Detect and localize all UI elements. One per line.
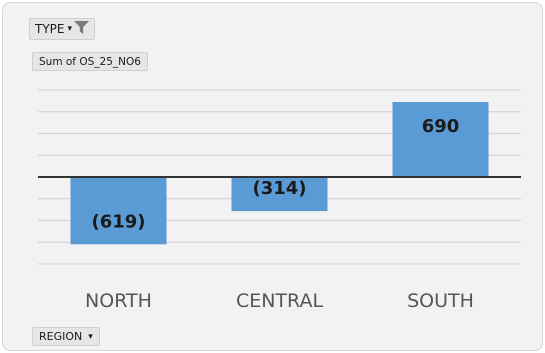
chevron-down-icon: ▾ (67, 24, 73, 34)
region-filter-label: REGION (39, 330, 83, 343)
bar-chart: (619) (314) 690 NORTH CENTRAL SOUTH (38, 89, 521, 312)
category-label: CENTRAL (236, 290, 324, 312)
type-filter-label: TYPE (35, 22, 65, 36)
bar-south[interactable] (392, 102, 489, 177)
bar-central[interactable] (231, 177, 328, 212)
funnel-icon (74, 21, 90, 37)
data-labels: (619) (314) 690 (91, 116, 459, 232)
data-label: 690 (422, 116, 460, 137)
bar-north[interactable] (70, 177, 167, 245)
region-filter-button[interactable]: REGION ▾ (32, 327, 100, 346)
data-label: (314) (252, 178, 306, 199)
type-filter-button[interactable]: TYPE ▾ (29, 18, 96, 40)
value-field-button[interactable]: Sum of OS_25_NO6 (32, 52, 148, 71)
category-label: NORTH (85, 290, 152, 312)
value-field-label: Sum of OS_25_NO6 (39, 55, 141, 68)
chevron-down-icon: ▾ (88, 331, 93, 342)
category-labels: NORTH CENTRAL SOUTH (85, 290, 474, 312)
category-label: SOUTH (407, 290, 474, 312)
data-label: (619) (91, 211, 145, 232)
bars (70, 102, 489, 245)
